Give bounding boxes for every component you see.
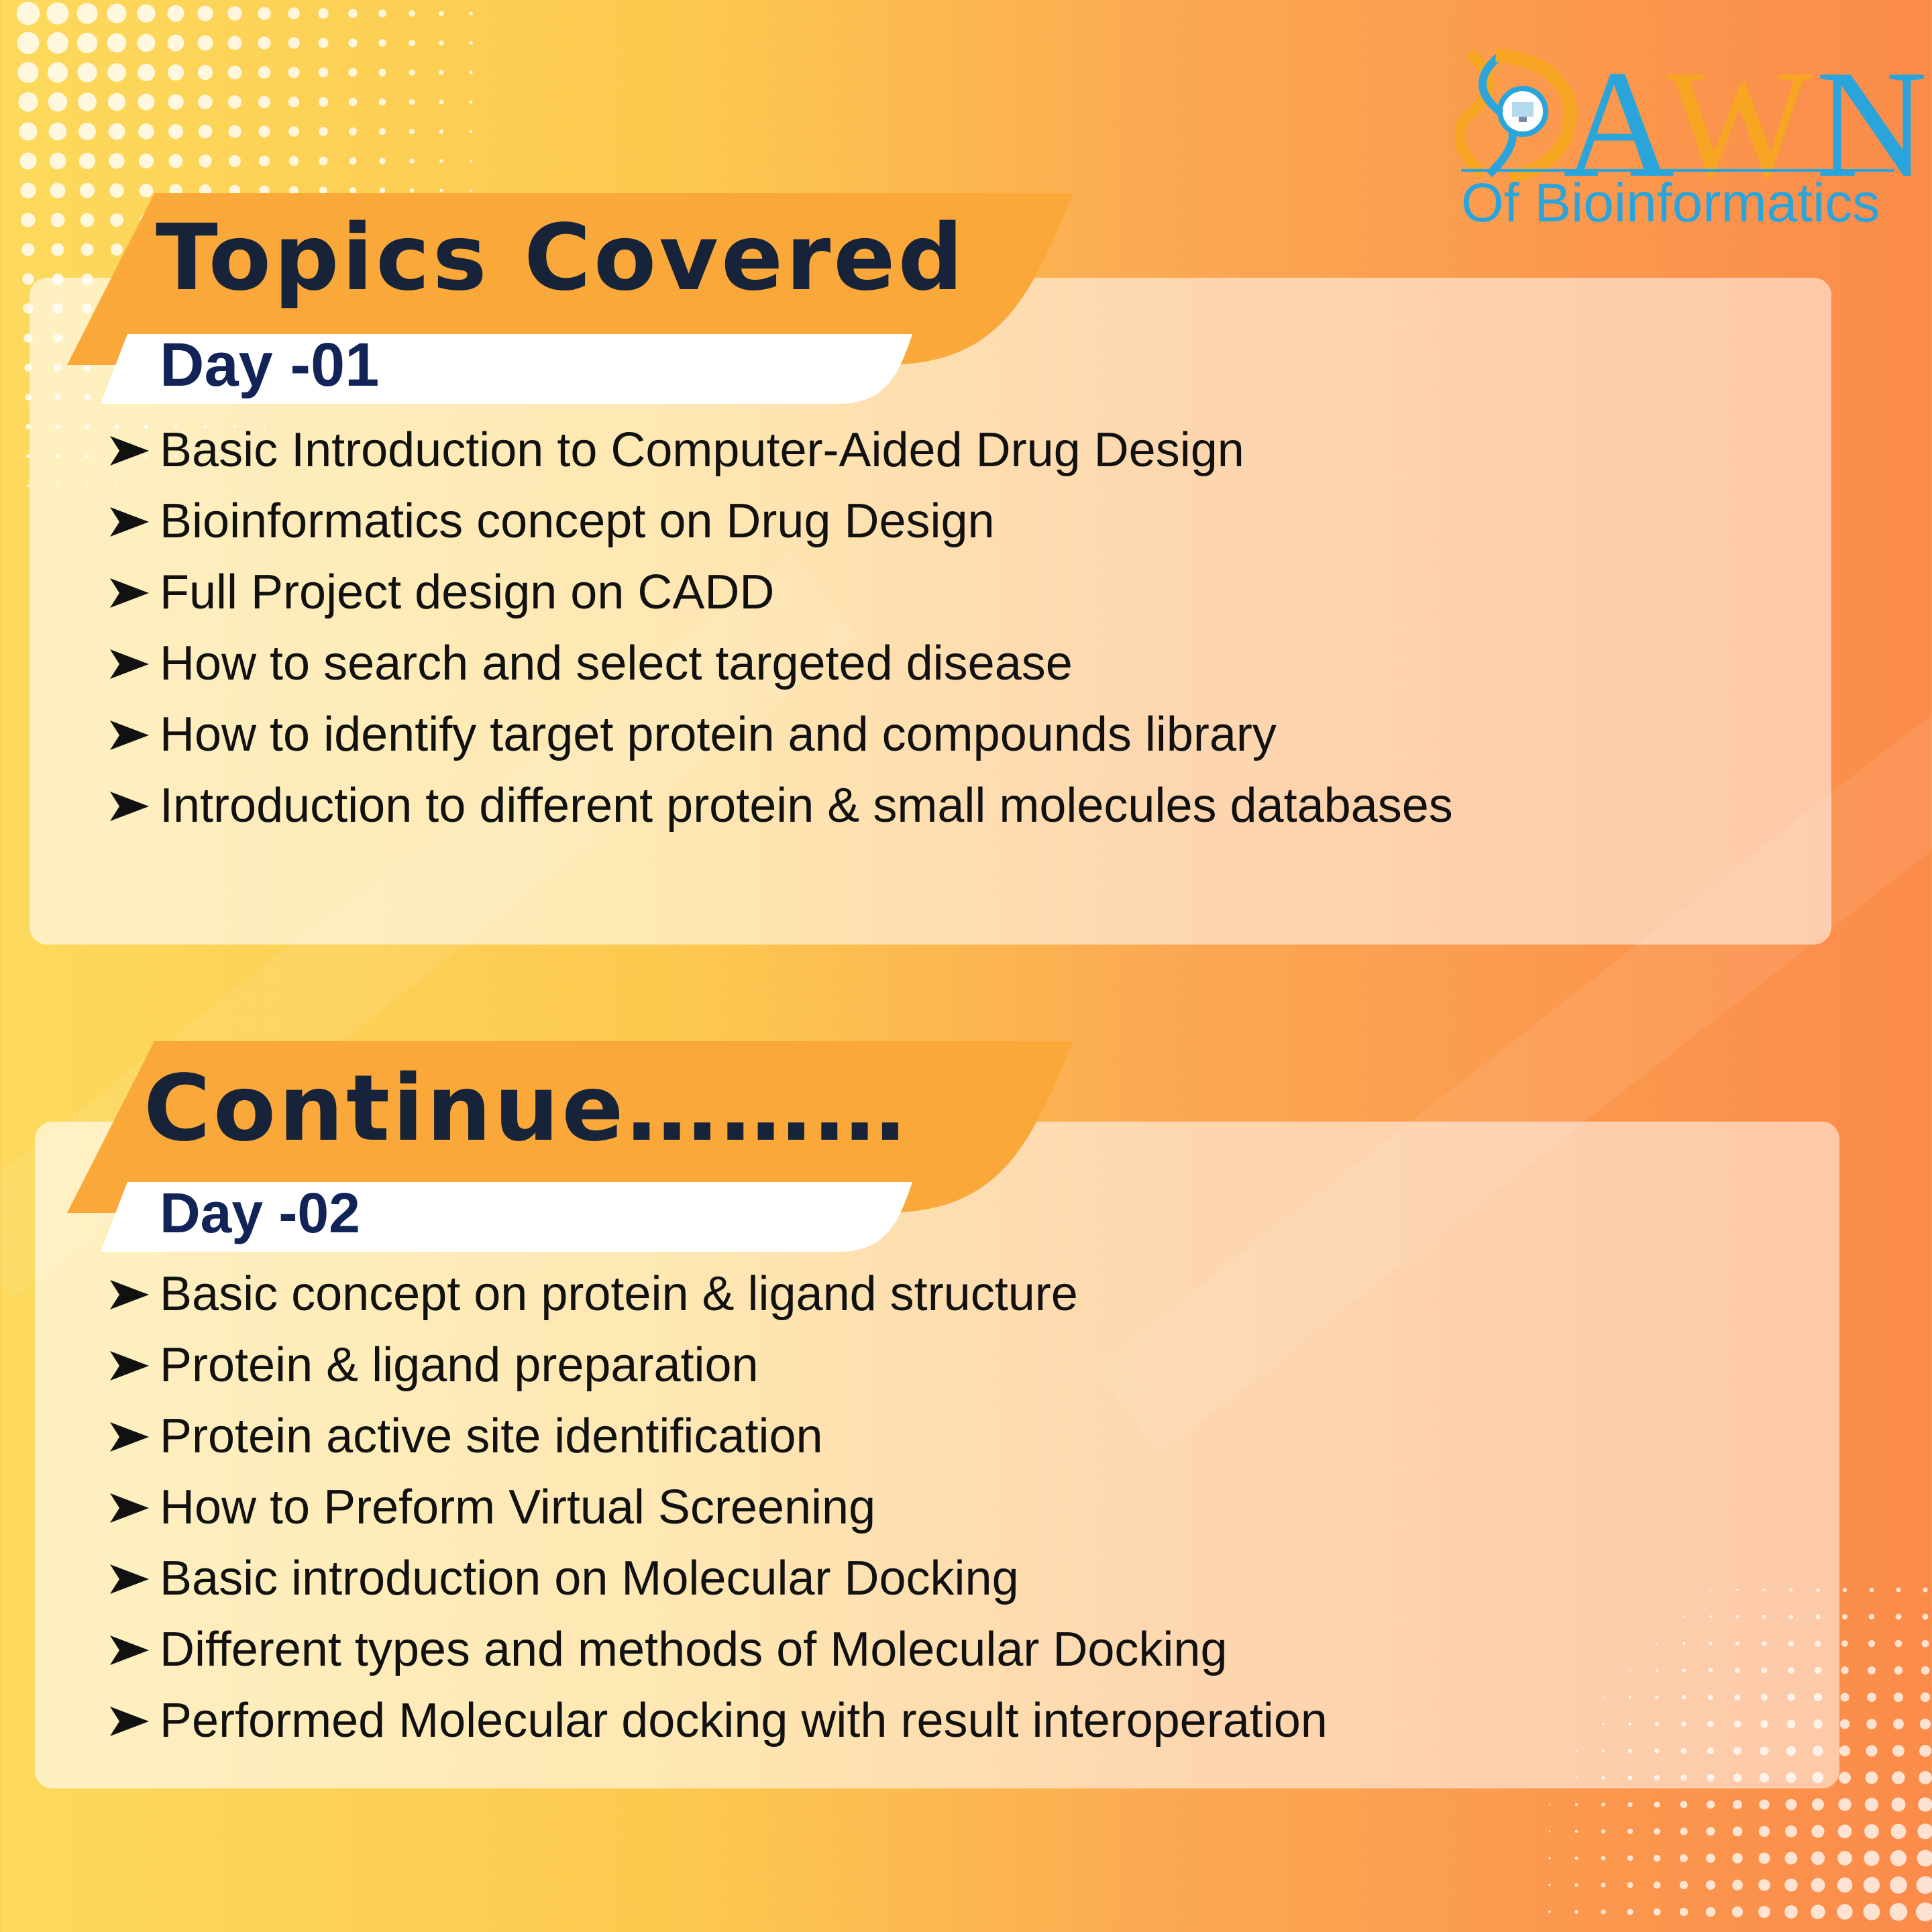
arrow-bullet-icon [110,649,149,679]
arrow-bullet-icon [110,792,149,821]
topic-list-day-02: Basic concept on protein & ligand struct… [110,1258,1328,1756]
arrow-bullet-icon [110,1635,149,1665]
dna-helix-logo-icon [1456,48,1577,181]
day-label-banner [101,334,912,404]
arrow-bullet-icon [110,1351,149,1381]
arrow-bullet-icon [110,720,149,750]
topic-item: Bioinformatics concept on Drug Design [110,486,1453,557]
section-title: Topics Covered [156,205,966,311]
topic-item: Basic concept on protein & ligand struct… [110,1258,1328,1330]
topic-item: Protein active site identification [110,1401,1328,1472]
day-label: Day -02 [160,1181,360,1244]
topic-item: Full Project design on CADD [110,557,1453,628]
day-label: Day -01 [160,331,380,399]
logo-divider [1461,169,1894,172]
arrow-bullet-icon [110,436,149,466]
arrow-bullet-icon [110,1564,149,1594]
topic-item: How to identify target protein and compo… [110,699,1453,770]
logo-subtitle: Of Bioinformatics [1461,172,1880,235]
logo-letter-a: A [1563,38,1666,209]
logo-letter-w: W [1666,38,1816,209]
topic-item: Performed Molecular docking with result … [110,1685,1328,1756]
topic-item: Introduction to different protein & smal… [110,770,1453,841]
topic-list-day-01: Basic Introduction to Computer-Aided Dru… [110,415,1453,841]
topic-item: How to search and select targeted diseas… [110,628,1453,699]
day-label-banner [101,1182,912,1252]
arrow-bullet-icon [110,1493,149,1523]
section-title: Continue……… [144,1056,908,1162]
logo-subtitle-text: Of Bioinformatics [1461,172,1880,233]
topic-item: Basic Introduction to Computer-Aided Dru… [110,415,1453,486]
arrow-bullet-icon [110,1707,149,1736]
logo-letters: AWN [1563,47,1931,201]
arrow-bullet-icon [110,578,149,608]
topic-item: Protein & ligand preparation [110,1330,1328,1401]
dawn-of-bioinformatics-logo: AWN Of Bioinformatics [1456,40,1927,235]
arrow-bullet-icon [110,507,149,537]
arrow-bullet-icon [110,1280,149,1309]
topic-item: Different types and methods of Molecular… [110,1614,1328,1685]
topic-item: Basic introduction on Molecular Docking [110,1543,1328,1614]
arrow-bullet-icon [110,1422,149,1452]
topic-item: How to Preform Virtual Screening [110,1472,1328,1543]
logo-letter-n: N [1815,38,1931,209]
